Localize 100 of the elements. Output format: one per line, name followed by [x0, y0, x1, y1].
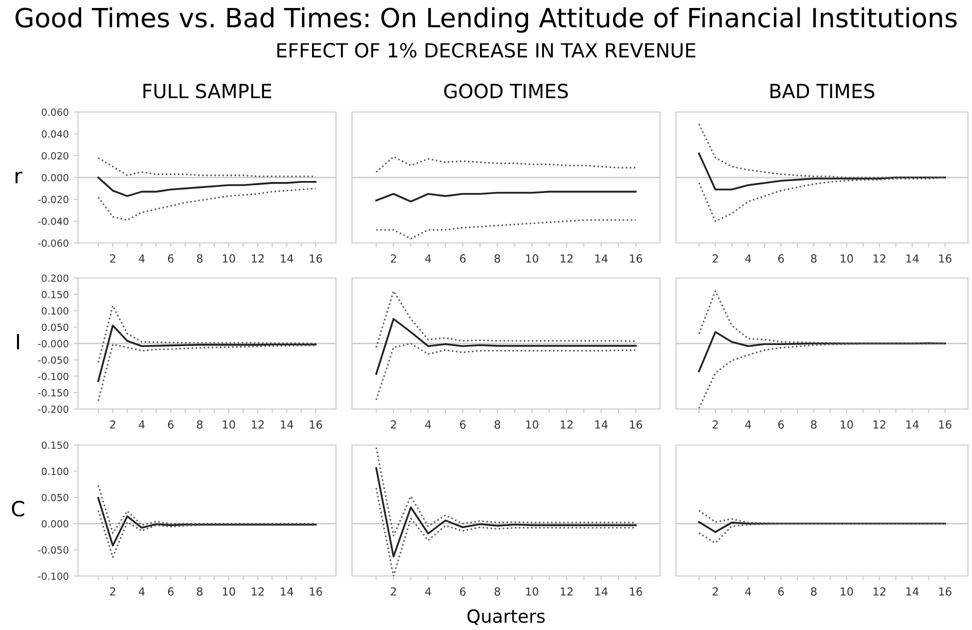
- x-tick-label: 4: [425, 420, 432, 429]
- x-tick-label: 12: [874, 254, 886, 263]
- x-tick-label: 10: [840, 420, 853, 429]
- x-tick-label: 12: [560, 420, 573, 429]
- y-tick-label: 0.060: [42, 108, 68, 116]
- x-tick-label: 16: [939, 587, 952, 596]
- x-tick-label: 12: [252, 254, 264, 263]
- x-tick-label: 8: [494, 587, 500, 596]
- x-tick-label: 12: [874, 587, 886, 596]
- x-tick-label: 8: [196, 254, 203, 263]
- x-tick-label: 12: [874, 420, 886, 429]
- y-tick-label: -0.100: [38, 572, 68, 580]
- x-tick-label: 16: [630, 254, 642, 263]
- x-tick-label: 14: [906, 587, 919, 596]
- x-tick-label: 6: [168, 254, 174, 263]
- x-tick-label: 14: [595, 254, 608, 263]
- x-tick-label: 10: [840, 254, 853, 263]
- x-tick-label: 16: [310, 420, 322, 429]
- x-tick-label: 8: [811, 420, 817, 429]
- y-tick-label: -0.100: [38, 372, 68, 380]
- x-tick-label: 14: [595, 587, 608, 596]
- x-tick-label: 10: [526, 587, 538, 596]
- x-tick-label: 8: [196, 420, 203, 429]
- x-tick-label: 2: [110, 420, 116, 429]
- x-tick-label: 2: [712, 420, 718, 429]
- x-tick-label: 2: [110, 587, 116, 596]
- x-tick-label: 14: [595, 420, 608, 429]
- x-tick-label: 2: [712, 254, 718, 263]
- y-tick-label: -0.000: [38, 340, 68, 348]
- x-tick-label: 14: [906, 420, 919, 429]
- x-tick-label: 10: [222, 420, 236, 429]
- x-tick-label: 12: [560, 587, 573, 596]
- x-tick-label: 12: [560, 254, 573, 263]
- x-tick-label: 6: [460, 587, 466, 596]
- y-tick-label: 0.150: [42, 290, 68, 298]
- x-tick-label: 16: [310, 587, 322, 596]
- x-tick-label: 4: [138, 587, 145, 596]
- x-tick-label: 2: [712, 587, 718, 596]
- y-tick-label: 0.020: [42, 152, 68, 160]
- x-tick-label: 4: [745, 254, 752, 263]
- x-tick-label: 8: [811, 254, 817, 263]
- x-tick-label: 4: [425, 587, 432, 596]
- x-tick-label: 14: [906, 254, 919, 263]
- y-axis-title: I: [16, 334, 20, 350]
- y-tick-label: -0.040: [38, 218, 68, 225]
- x-tick-label: 6: [460, 420, 466, 429]
- chart-title: FULL SAMPLE: [143, 84, 272, 98]
- x-tick-label: 16: [630, 420, 642, 429]
- x-tick-label: 16: [939, 420, 952, 429]
- x-tick-label: 2: [110, 254, 116, 263]
- y-tick-label: -0.020: [38, 196, 68, 204]
- x-tick-label: 6: [460, 254, 466, 263]
- y-tick-label: 0.100: [42, 468, 68, 476]
- y-tick-label: -0.060: [38, 239, 68, 247]
- x-axis-title: Quarters: [467, 609, 545, 626]
- x-tick-label: 8: [494, 254, 500, 263]
- y-tick-label: 0.000: [42, 520, 68, 528]
- x-tick-label: 4: [745, 420, 752, 429]
- x-tick-label: 4: [138, 420, 145, 429]
- y-tick-label: 0.050: [42, 324, 68, 331]
- x-tick-label: 10: [526, 420, 538, 429]
- y-tick-label: 0.000: [42, 174, 68, 182]
- x-tick-label: 6: [168, 420, 174, 429]
- y-tick-label: 0.050: [42, 494, 68, 502]
- x-tick-label: 8: [494, 420, 500, 429]
- x-tick-label: 6: [778, 254, 784, 263]
- text: Good Times vs. Bad Times: On Lending Attitude of Financial Institutions: [16, 7, 957, 33]
- x-tick-label: 8: [811, 587, 817, 596]
- y-tick-label: 0.040: [42, 130, 68, 138]
- x-tick-label: 2: [390, 254, 396, 263]
- chart-title: BAD TIMES: [770, 84, 874, 98]
- x-tick-label: 14: [280, 254, 294, 263]
- y-tick-label: -0.150: [38, 389, 68, 396]
- x-tick-label: 4: [138, 254, 145, 263]
- x-tick-label: 14: [280, 587, 294, 596]
- x-tick-label: 10: [222, 587, 236, 596]
- y-axis-title: r: [16, 172, 22, 184]
- x-tick-label: 6: [778, 420, 784, 429]
- y-tick-label: 0.200: [42, 274, 68, 282]
- x-tick-label: 6: [168, 587, 174, 596]
- y-tick-label: 0.100: [42, 307, 68, 315]
- chart-title: GOOD TIMES: [444, 84, 568, 98]
- x-tick-label: 16: [630, 587, 642, 596]
- x-tick-label: 12: [252, 587, 264, 596]
- y-tick-label: -0.050: [38, 546, 68, 554]
- x-tick-label: 10: [526, 254, 538, 263]
- x-tick-label: 8: [196, 587, 203, 596]
- x-tick-label: 4: [425, 254, 432, 263]
- x-tick-label: 12: [252, 420, 264, 429]
- y-tick-label: 0.150: [42, 441, 68, 449]
- x-tick-label: 2: [390, 420, 396, 429]
- x-tick-label: 14: [280, 420, 294, 429]
- x-tick-label: 4: [745, 587, 752, 596]
- x-tick-label: 2: [390, 587, 396, 596]
- x-tick-label: 6: [778, 587, 784, 596]
- text: EFFECT OF 1% DECREASE IN TAX REVENUE: [277, 42, 696, 58]
- x-tick-label: 10: [222, 254, 236, 263]
- x-tick-label: 16: [310, 254, 322, 263]
- x-tick-label: 16: [939, 254, 952, 263]
- y-tick-label: -0.200: [38, 405, 68, 413]
